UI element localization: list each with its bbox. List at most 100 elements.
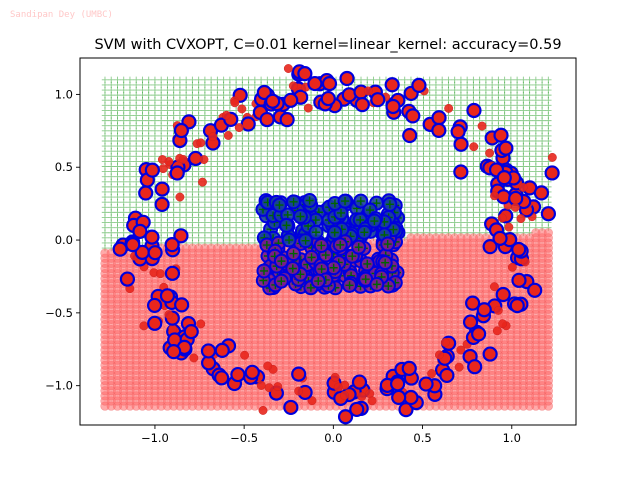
support-vector-point [495, 189, 512, 205]
region-plus-mark [526, 76, 533, 84]
watermark-text: Sandipan Dey (UMBC) [10, 10, 113, 20]
region-plus-mark [507, 76, 515, 84]
region-plus-mark [364, 76, 371, 84]
region-plus-mark [264, 76, 271, 84]
data-point [454, 362, 464, 372]
support-vector-point [402, 127, 418, 144]
support-vector-point [166, 344, 182, 360]
support-vector-point [119, 271, 136, 287]
support-vector-point [450, 124, 466, 140]
support-vector-point [467, 359, 483, 375]
support-vector-point [138, 185, 154, 201]
data-point [158, 164, 168, 174]
support-vector-point [349, 401, 365, 418]
support-vector-point [544, 165, 560, 181]
support-vector-point [453, 136, 469, 152]
support-vector-point [471, 326, 487, 342]
support-vector-point [540, 206, 556, 222]
support-vector-point [411, 77, 427, 94]
support-vector-point [354, 97, 370, 113]
data-point [490, 191, 499, 201]
data-point [294, 386, 304, 396]
support-vector-point [339, 70, 355, 87]
support-vector-point [291, 366, 307, 382]
data-point [258, 405, 268, 415]
support-vector-point [482, 346, 498, 362]
region-circle-mark [543, 228, 553, 238]
data-point [440, 338, 450, 347]
data-point [498, 319, 508, 329]
data-point [237, 104, 247, 114]
support-vector-point [391, 389, 407, 405]
region-plus-mark [476, 76, 483, 84]
data-point [303, 103, 313, 113]
region-plus-mark [370, 76, 377, 84]
region-plus-mark [357, 76, 365, 84]
support-vector-point [144, 229, 160, 245]
data-point [339, 390, 349, 400]
support-vector-point [321, 76, 338, 92]
data-point [507, 262, 517, 272]
support-vector-point [240, 116, 256, 132]
support-vector-point [476, 302, 492, 318]
region-plus-mark [532, 76, 540, 84]
data-point [493, 305, 503, 315]
support-vector-point [147, 245, 163, 261]
region-plus-mark [282, 76, 290, 84]
support-vector-point [279, 112, 295, 128]
data-point [263, 361, 273, 371]
region-plus-mark [495, 76, 502, 84]
support-vector-point [405, 108, 421, 124]
data-point [199, 155, 209, 165]
data-point [264, 383, 274, 393]
support-vector-point [174, 297, 190, 313]
data-point [208, 132, 218, 142]
region-plus-mark [451, 76, 458, 84]
region-plus-mark [182, 76, 190, 84]
region-plus-mark [207, 76, 215, 84]
support-vector-point [214, 342, 230, 359]
data-point [516, 214, 526, 224]
data-point [168, 324, 178, 334]
region-plus-mark [376, 76, 383, 84]
support-vector-point [351, 374, 368, 390]
data-point [367, 396, 377, 406]
data-point [518, 182, 528, 192]
data-point [469, 142, 479, 152]
region-plus-mark [145, 76, 152, 84]
support-vector-point [297, 66, 313, 82]
plot-region [100, 64, 560, 425]
region-plus-mark [513, 76, 521, 84]
region-plus-mark [164, 76, 171, 84]
data-point [444, 103, 454, 113]
region-plus-mark [501, 76, 508, 84]
region-plus-mark [445, 76, 452, 84]
support-vector-point [495, 286, 511, 303]
data-point [196, 319, 206, 329]
data-point [510, 202, 520, 212]
support-vector-point [385, 98, 401, 115]
region-plus-mark [239, 76, 246, 84]
region-plus-mark [426, 76, 433, 84]
data-point [223, 131, 233, 140]
region-plus-mark [220, 76, 227, 84]
region-plus-mark [195, 76, 202, 84]
region-plus-mark [108, 76, 115, 84]
support-vector-point [112, 241, 128, 257]
support-vector-point [431, 122, 447, 138]
support-vector-point [147, 315, 163, 331]
region-plus-mark [545, 76, 552, 84]
support-vector-point [144, 162, 160, 178]
region-plus-mark [214, 76, 221, 84]
chart-title: SVM with CVXOPT, C=0.01 kernel=linear_ke… [94, 37, 561, 53]
data-point [198, 177, 207, 187]
support-vector-point [159, 288, 176, 304]
data-point [155, 269, 165, 279]
support-vector-point [283, 399, 299, 416]
region-plus-mark [151, 76, 159, 84]
support-vector-point [431, 110, 447, 126]
region-plus-mark [133, 76, 140, 84]
region-plus-mark [101, 76, 109, 84]
region-plus-mark [438, 76, 446, 84]
